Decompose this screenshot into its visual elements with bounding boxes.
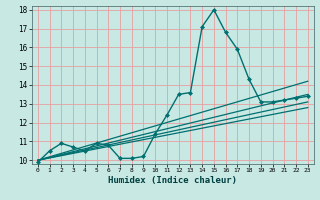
X-axis label: Humidex (Indice chaleur): Humidex (Indice chaleur)	[108, 176, 237, 185]
